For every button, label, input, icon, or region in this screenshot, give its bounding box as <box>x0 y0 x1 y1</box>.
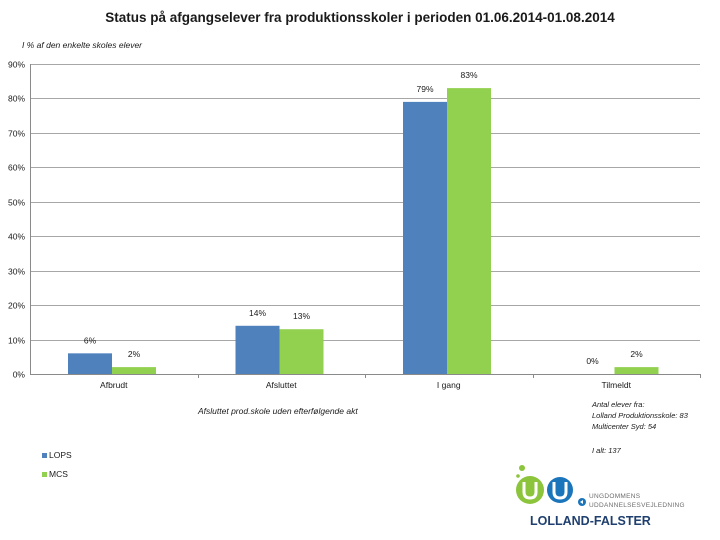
x-tick-label: Afbrudt <box>100 380 128 390</box>
logo-brand: LOLLAND-FALSTER <box>530 514 651 528</box>
data-label: 2% <box>128 349 141 359</box>
counts-lops: Lolland Produktionsskole: 83 <box>592 411 688 420</box>
uu-logo-mark <box>516 465 586 506</box>
uu-logo: UNGDOMMENS UDDANNELSESVEJLEDNING LOLLAND… <box>512 462 702 528</box>
gridlines <box>30 64 700 341</box>
bars <box>68 88 659 374</box>
counts-mcs: Multicenter Syd: 54 <box>592 422 657 431</box>
x-tick-label: I gang <box>437 380 461 390</box>
data-label: 14% <box>249 308 266 318</box>
bar-mcs <box>447 88 491 374</box>
data-label: 83% <box>460 70 477 80</box>
bar-mcs <box>279 329 324 374</box>
legend-item-mcs: MCS <box>42 469 68 479</box>
y-tick-label: 60% <box>8 163 25 173</box>
bar-mcs <box>112 367 156 374</box>
y-tick-label: 0% <box>13 370 26 380</box>
counts-total: I alt: 137 <box>592 446 621 455</box>
legend-label-mcs: MCS <box>49 469 68 479</box>
data-label: 2% <box>630 349 643 359</box>
bar-mcs <box>614 367 659 374</box>
y-tick-label: 30% <box>8 267 25 277</box>
y-tick-label: 50% <box>8 198 25 208</box>
legend-label-lops: LOPS <box>49 450 72 460</box>
chart-note: Afsluttet prod.skole uden efterfølgende … <box>198 406 358 416</box>
bar-lops <box>403 101 447 374</box>
logo-line-2: UDDANNELSESVEJLEDNING <box>589 502 685 509</box>
student-counts: Antal elever fra: Lolland Produktionssko… <box>592 399 688 456</box>
logo-line-1: UNGDOMMENS <box>589 493 641 500</box>
y-axis-label: I % af den enkelte skoles elever <box>22 40 143 50</box>
y-tick-label: 70% <box>8 129 25 139</box>
legend-item-lops: LOPS <box>42 450 72 460</box>
chart-title: Status på afgangselever fra produktionss… <box>105 10 615 25</box>
data-label: 13% <box>293 311 310 321</box>
data-label: 6% <box>84 335 97 345</box>
data-label: 79% <box>416 84 433 94</box>
x-tick-label: Afsluttet <box>266 380 297 390</box>
data-labels: 6% 2% 14% 13% 79% 83% 0% 2% <box>84 70 643 366</box>
axes: 0% 10% 20% 30% 40% 50% 60% 70% 80% 90% Afbrudt Afsl… <box>8 60 701 390</box>
bar-lops <box>68 353 112 374</box>
counts-heading: Antal elever fra: <box>592 400 645 409</box>
x-tick-label: Tilmeldt <box>602 380 632 390</box>
legend-swatch-mcs <box>42 471 47 477</box>
bar-lops <box>235 325 280 374</box>
y-tick-label: 20% <box>8 301 25 311</box>
data-label: 0% <box>586 356 599 366</box>
y-tick-label: 90% <box>8 60 25 70</box>
y-tick-label: 80% <box>8 94 25 104</box>
y-tick-label: 10% <box>8 336 25 346</box>
y-tick-label: 40% <box>8 232 25 242</box>
legend-swatch-lops <box>42 452 47 458</box>
